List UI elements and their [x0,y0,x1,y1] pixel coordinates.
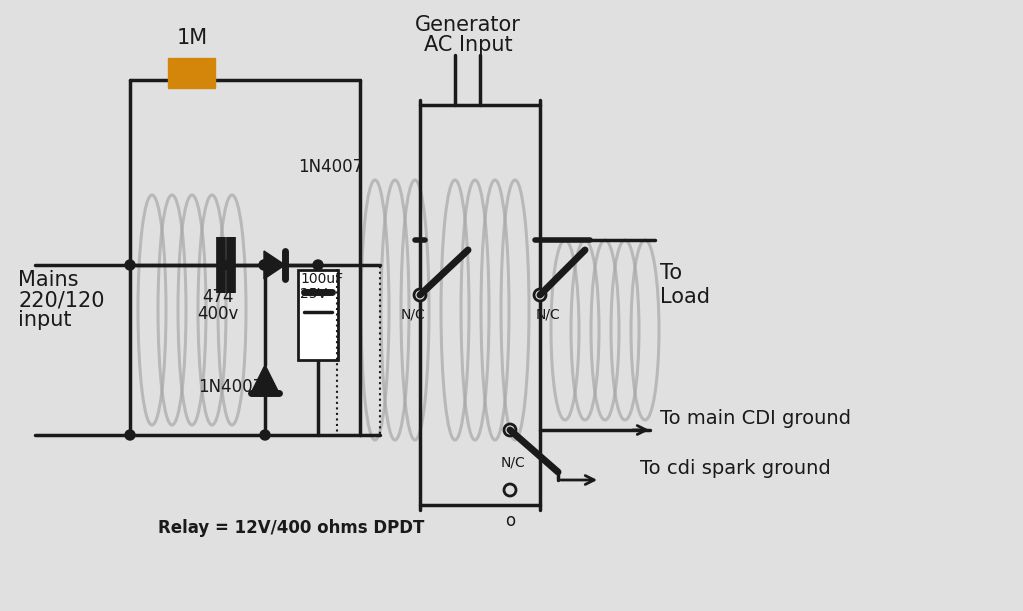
Circle shape [504,424,516,436]
Text: 1N4007: 1N4007 [198,378,263,396]
Bar [168,58,215,88]
Text: 25V: 25V [300,287,327,301]
Circle shape [125,430,135,440]
Text: o: o [505,512,515,530]
Bar [298,270,338,360]
Text: Mains: Mains [18,270,79,290]
Circle shape [259,260,269,270]
Circle shape [313,260,323,270]
Text: input: input [18,310,72,330]
Circle shape [414,289,426,301]
Text: 1M: 1M [176,28,208,48]
Text: N/C: N/C [500,455,526,469]
Circle shape [504,484,516,496]
Circle shape [260,260,270,270]
Circle shape [125,260,135,270]
Circle shape [534,289,546,301]
Text: AC Input: AC Input [424,35,513,55]
Bar [337,265,380,435]
Circle shape [223,260,233,270]
Text: N/C: N/C [536,308,561,322]
Text: To main CDI ground: To main CDI ground [660,409,851,428]
Circle shape [260,430,270,440]
Text: To
Load: To Load [660,263,710,307]
Text: 474: 474 [203,288,233,306]
Text: 400v: 400v [197,305,238,323]
Text: To cdi spark ground: To cdi spark ground [640,458,831,478]
Polygon shape [251,365,279,393]
Text: 100uF: 100uF [300,272,343,286]
Text: Generator: Generator [415,15,521,35]
Text: 1N4007: 1N4007 [298,158,363,176]
Text: N/C: N/C [401,308,426,322]
Text: 220/120: 220/120 [18,290,104,310]
Polygon shape [264,251,285,279]
Text: Relay = 12V/400 ohms DPDT: Relay = 12V/400 ohms DPDT [158,519,425,537]
